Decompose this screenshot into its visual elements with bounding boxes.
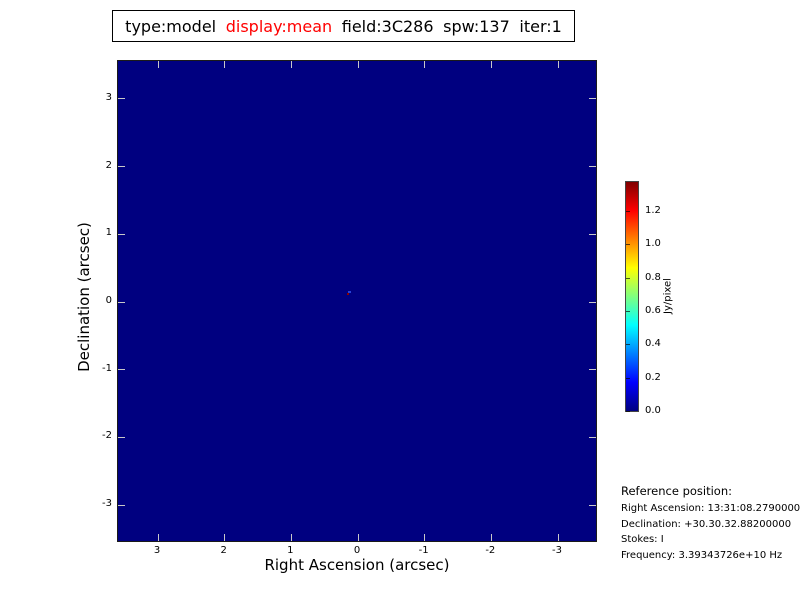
colorbar-tick-label: 1.0	[645, 238, 661, 250]
reference-position-line: Right Ascension: 13:31:08.27900000	[621, 503, 800, 514]
y-tick-mark	[589, 301, 596, 303]
colorbar-tick-label: 0.0	[645, 405, 661, 416]
colorbar-tick-label: 0.4	[645, 338, 661, 350]
y-tick-label: -2	[102, 430, 112, 442]
title-part: spw:137	[443, 16, 510, 36]
x-tick-mark	[490, 61, 492, 68]
x-tick-label: 3	[153, 545, 161, 556]
y-tick-label: 1	[105, 227, 112, 239]
x-tick-mark	[290, 61, 292, 68]
y-tick-label: 0	[105, 295, 112, 306]
colorbar-tick-mark	[626, 211, 630, 212]
x-tick-mark	[557, 61, 559, 68]
colorbar-tick-mark	[626, 311, 630, 312]
colorbar-tick-mark	[626, 411, 630, 412]
y-tick-mark	[118, 98, 125, 100]
x-axis-label: Right Ascension (arcsec)	[264, 556, 450, 574]
x-tick-mark	[157, 534, 159, 541]
y-tick-mark	[589, 369, 596, 371]
reference-position-line: Stokes: I	[621, 534, 664, 546]
x-tick-mark	[557, 534, 559, 541]
colorbar-tick-label: 1.2	[645, 205, 661, 216]
colorbar-tick-label: 0.6	[645, 305, 661, 316]
y-tick-label: -1	[102, 362, 112, 374]
x-tick-mark	[357, 534, 359, 541]
y-tick-mark	[589, 233, 596, 235]
x-tick-label: -2	[485, 545, 496, 556]
y-tick-mark	[118, 436, 125, 438]
reference-position-heading: Reference position:	[621, 484, 732, 498]
y-axis-label: Declination (arcsec)	[75, 222, 93, 372]
y-tick-mark	[118, 166, 125, 168]
x-tick-label: 1	[287, 545, 294, 556]
x-tick-label: -3	[552, 545, 562, 556]
x-tick-mark	[424, 61, 426, 68]
x-tick-label: 0	[353, 545, 361, 556]
y-tick-mark	[118, 369, 125, 371]
x-tick-mark	[357, 61, 359, 68]
colorbar-tick-mark	[626, 244, 630, 246]
image-plot	[117, 60, 597, 542]
x-tick-mark	[490, 534, 492, 541]
colorbar-tick-mark	[626, 344, 630, 346]
y-tick-mark	[589, 504, 596, 506]
y-tick-label: -3	[102, 498, 112, 510]
data-point-pixel	[347, 292, 349, 295]
colorbar-tick-mark	[626, 377, 630, 379]
y-tick-mark	[118, 233, 125, 235]
y-tick-mark	[118, 504, 125, 506]
colorbar-tick-mark	[626, 277, 630, 279]
reference-position-line: Frequency: 3.39343726e+10 Hz	[621, 550, 783, 562]
x-tick-mark	[290, 534, 292, 541]
title-part: display:mean	[225, 16, 333, 36]
colorbar	[625, 181, 639, 412]
x-tick-label: -1	[418, 545, 429, 556]
y-tick-label: 3	[105, 91, 112, 103]
reference-position-line: Declination: +30.30.32.88200000	[621, 518, 792, 530]
y-tick-label: 2	[105, 159, 112, 171]
x-tick-mark	[224, 61, 226, 68]
data-point-pixel	[347, 290, 351, 293]
title-part: field:3C286	[341, 16, 434, 36]
colorbar-tick-label: 0.2	[645, 371, 661, 383]
y-tick-mark	[589, 166, 596, 168]
title-part: iter:1	[519, 16, 562, 36]
x-tick-mark	[424, 534, 426, 541]
title-part: type:model	[125, 16, 217, 36]
y-tick-mark	[589, 436, 596, 438]
x-tick-label: 2	[220, 545, 227, 556]
plot-title: type:model display:mean field:3C286 spw:137…	[112, 10, 575, 42]
x-tick-mark	[224, 534, 226, 541]
y-tick-mark	[589, 98, 596, 100]
colorbar-tick-label: 0.8	[645, 271, 661, 283]
colorbar-label: Jy/pixel	[662, 278, 674, 314]
y-tick-mark	[118, 301, 125, 303]
x-tick-mark	[157, 61, 159, 68]
